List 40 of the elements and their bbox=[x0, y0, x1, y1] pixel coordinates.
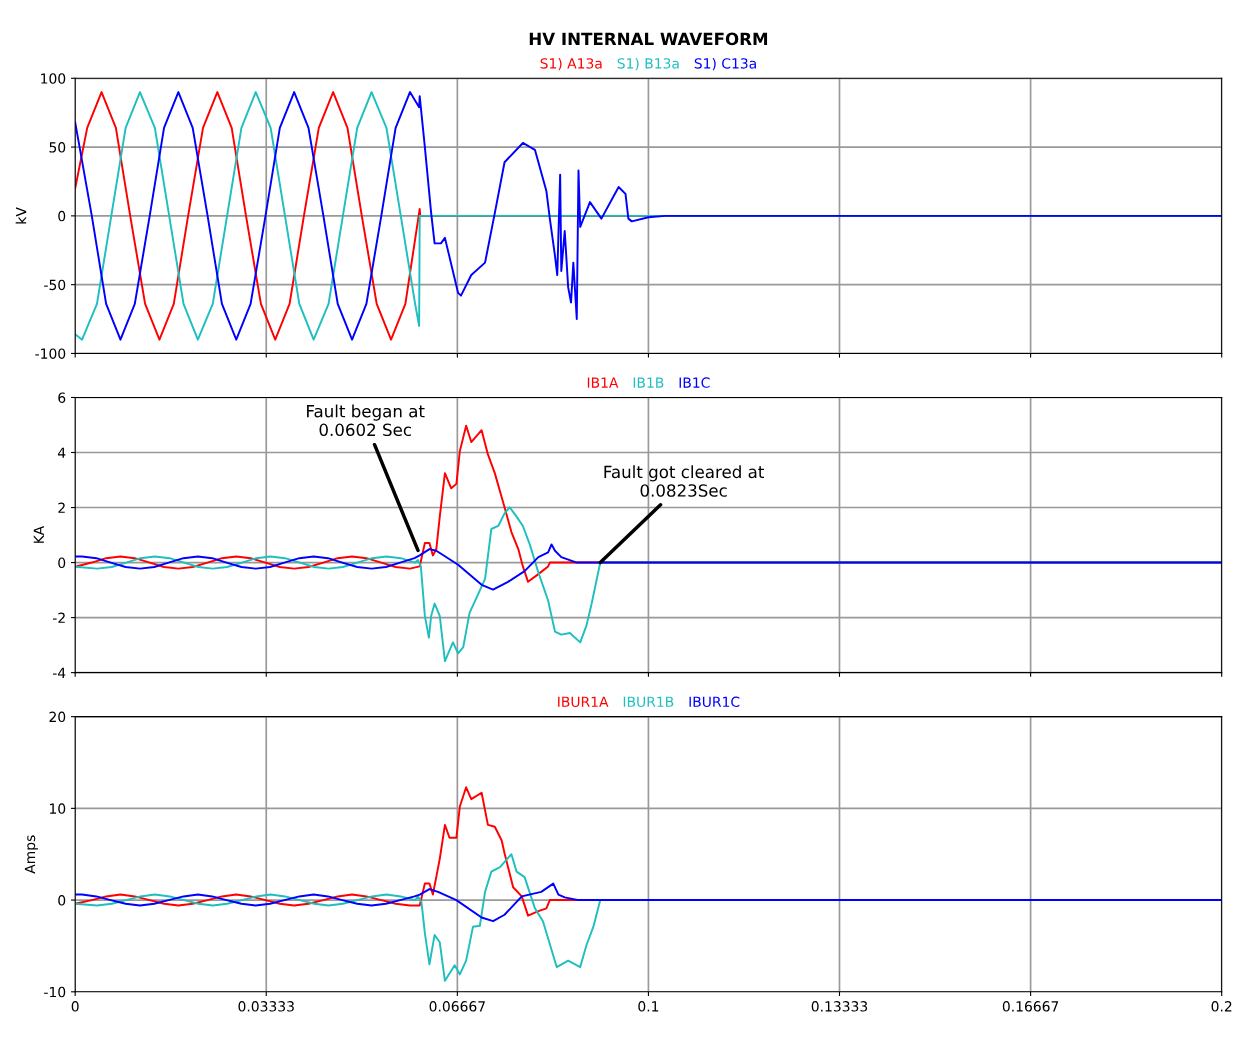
y-tick-label: -10 bbox=[44, 986, 66, 998]
text: S1) C13a bbox=[694, 57, 756, 71]
y-axis-title: KA bbox=[33, 525, 44, 543]
y-tick-label: 2 bbox=[58, 502, 65, 513]
y-tick-label: -4 bbox=[52, 667, 66, 678]
y-tick-label: 0 bbox=[58, 210, 66, 222]
y-tick-label: -100 bbox=[35, 348, 66, 359]
x-tick-label: 0.1 bbox=[638, 1001, 659, 1012]
text: S1) A13a bbox=[540, 57, 602, 71]
y-tick-label: 100 bbox=[41, 73, 66, 84]
y-axis-title: Amps bbox=[24, 835, 38, 874]
text: IBUR1C bbox=[689, 696, 740, 708]
text: IBUR1A bbox=[558, 696, 609, 708]
annotation: Fault got cleared at 0.0823Sec bbox=[604, 465, 764, 497]
chart-title: HV INTERNAL WAVEFORM bbox=[529, 32, 768, 46]
text: IB1C bbox=[679, 377, 710, 388]
text: IB1A bbox=[587, 377, 619, 388]
x-tick-label: 0.13333 bbox=[811, 1001, 868, 1012]
line-series bbox=[75, 882, 1222, 923]
text: IB1B bbox=[633, 377, 664, 388]
y-tick-label: 6 bbox=[58, 392, 66, 403]
text: S1) B13a bbox=[617, 57, 679, 71]
y-tick-label: 4 bbox=[57, 447, 66, 458]
x-tick-label: 0 bbox=[71, 1001, 79, 1012]
line-series bbox=[75, 91, 1222, 341]
text: IBUR1B bbox=[623, 696, 674, 708]
y-tick-label: -2 bbox=[52, 612, 65, 623]
y-tick-label: 50 bbox=[49, 142, 66, 153]
x-tick-label: 0.2 bbox=[1211, 1001, 1232, 1012]
line-series bbox=[75, 543, 1222, 591]
annotation: Fault began at 0.0602 Sec bbox=[307, 404, 425, 437]
y-tick-label: 0 bbox=[58, 895, 66, 906]
x-tick-label: 0.06667 bbox=[429, 1001, 485, 1012]
x-tick-label: 0.03333 bbox=[238, 1001, 294, 1012]
y-tick-label: 0 bbox=[58, 557, 66, 569]
y-tick-label: -50 bbox=[44, 279, 66, 291]
y-tick-label: 20 bbox=[49, 711, 66, 723]
y-axis-title: kV bbox=[15, 207, 27, 224]
x-tick-label: 0.16667 bbox=[1002, 1001, 1059, 1012]
y-tick-label: 10 bbox=[50, 803, 66, 814]
